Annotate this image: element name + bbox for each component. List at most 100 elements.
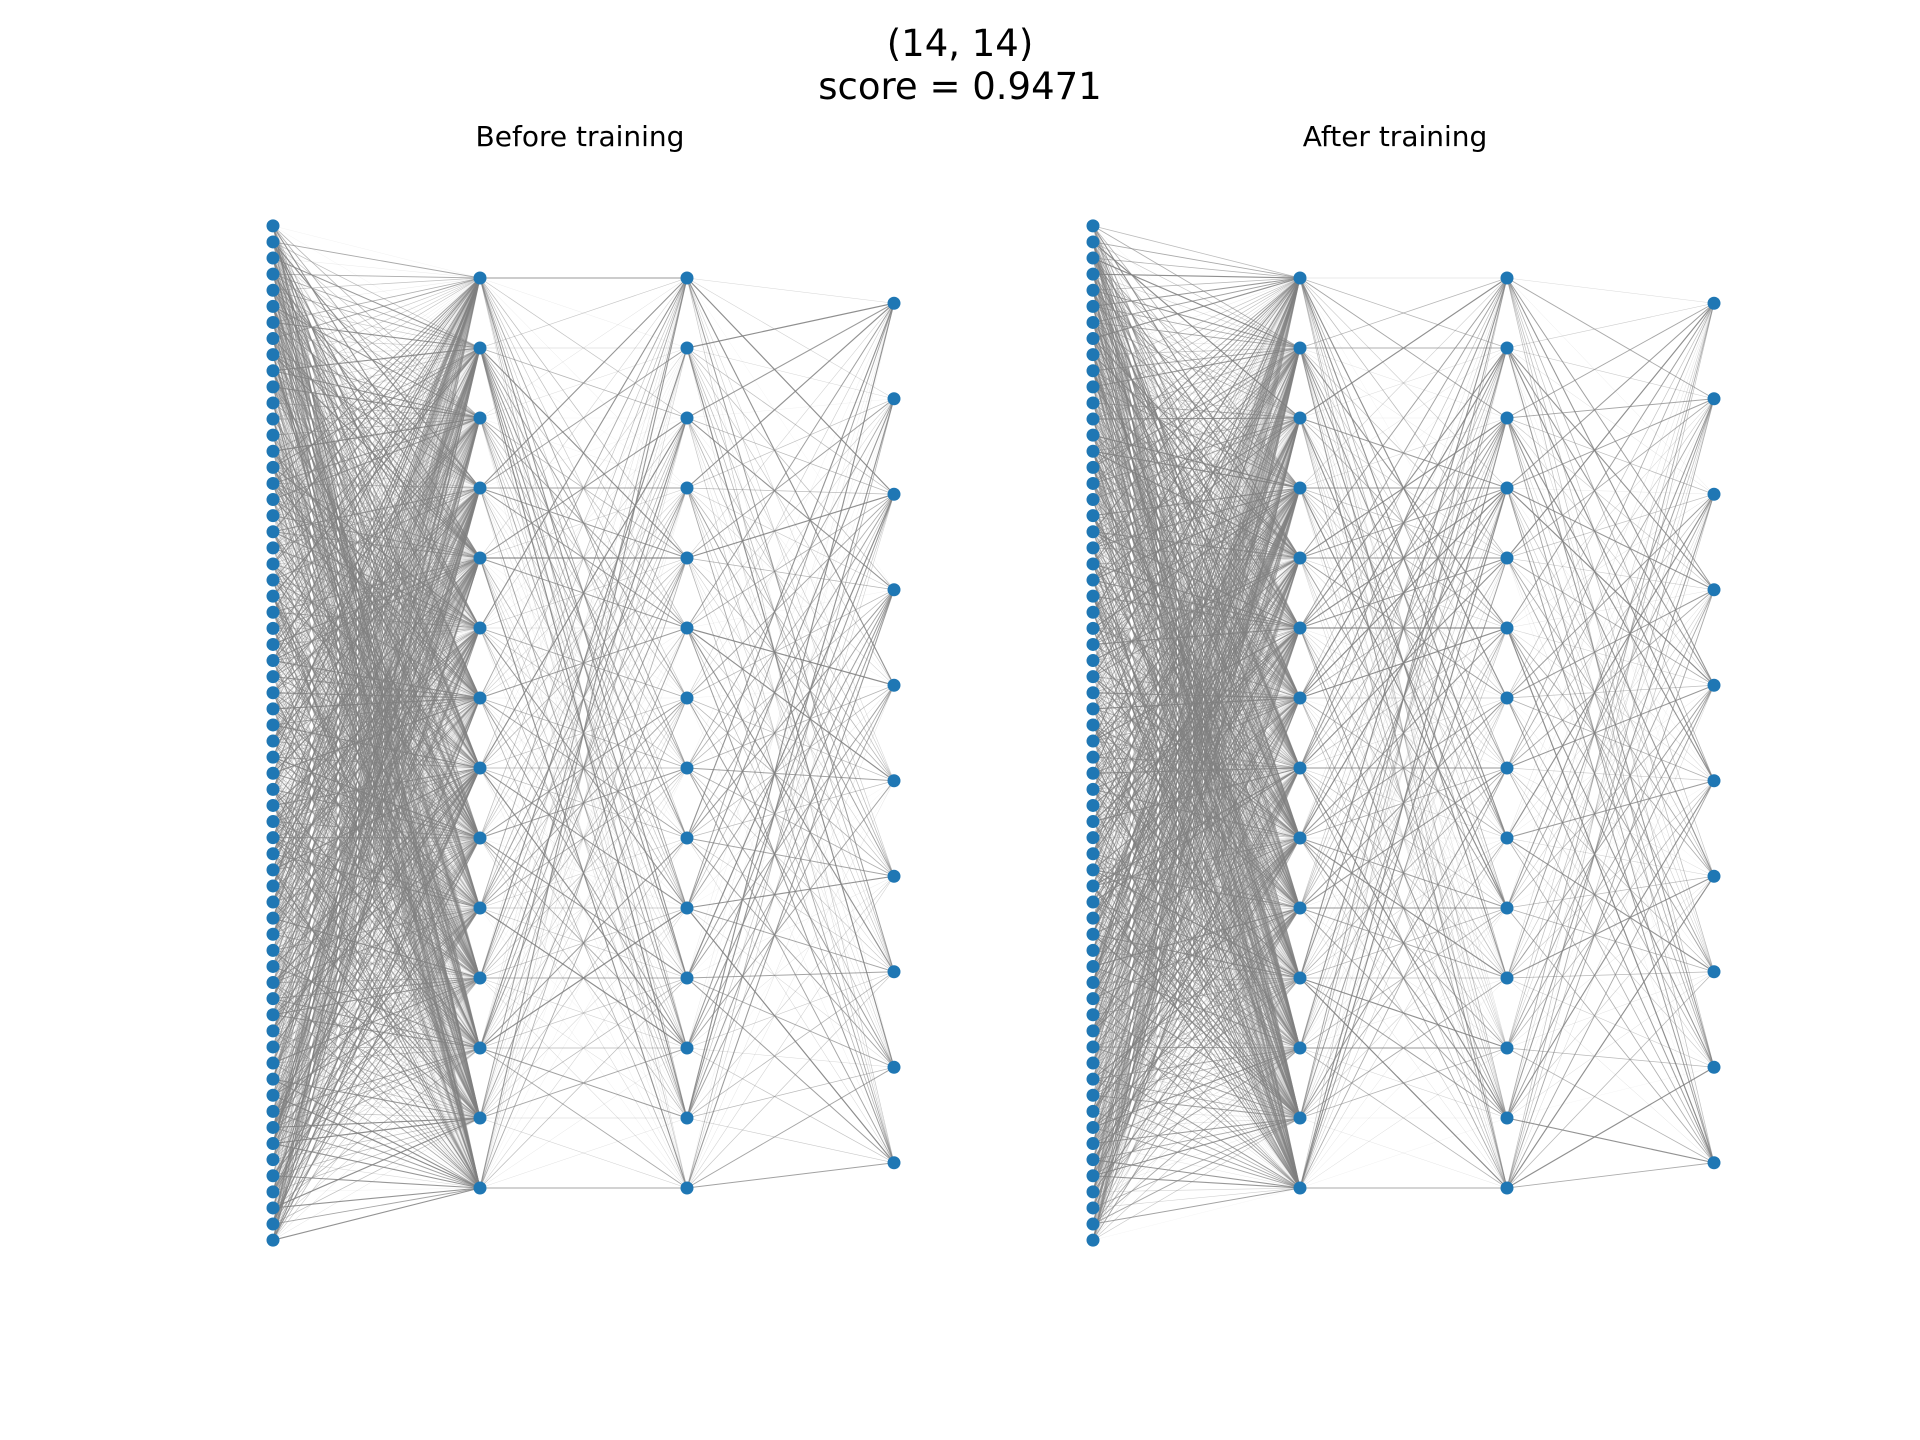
connection-edge bbox=[1506, 302, 1715, 489]
input-node bbox=[266, 1072, 280, 1086]
connection-edge bbox=[1092, 277, 1301, 1064]
connection-edge bbox=[272, 417, 481, 758]
input-node bbox=[266, 315, 280, 329]
connection-edge bbox=[1092, 627, 1301, 1160]
input-node bbox=[266, 1008, 280, 1022]
connection-edge bbox=[1506, 1117, 1715, 1164]
connection-edge bbox=[686, 977, 895, 1164]
connection-edge bbox=[272, 277, 481, 533]
connection-edge bbox=[1506, 303, 1715, 1119]
connection-edge bbox=[686, 487, 895, 591]
input-node bbox=[1086, 525, 1100, 539]
connection-edge bbox=[1506, 589, 1715, 839]
connection-edge bbox=[1299, 277, 1508, 349]
connection-edge bbox=[1506, 277, 1715, 495]
connection-edge bbox=[272, 557, 481, 999]
connection-edge bbox=[686, 487, 895, 972]
connection-edge bbox=[1092, 627, 1301, 887]
connection-edge bbox=[1506, 398, 1715, 629]
connection-edge bbox=[1092, 487, 1301, 999]
input-node bbox=[1086, 1217, 1100, 1231]
connection-edge bbox=[686, 557, 895, 877]
connection-edge bbox=[1092, 837, 1301, 1064]
connection-edge bbox=[272, 322, 481, 629]
connection-edge bbox=[479, 557, 688, 1049]
connection-edge bbox=[479, 977, 688, 1119]
connection-edge bbox=[1092, 417, 1301, 1209]
figure-title-line2: score = 0.9471 bbox=[818, 65, 1102, 108]
connection-edge bbox=[272, 1078, 481, 1189]
connection-edge bbox=[272, 277, 481, 307]
connection-edge bbox=[1299, 837, 1508, 1189]
connection-edge bbox=[1092, 347, 1301, 677]
connection-edge bbox=[1506, 697, 1715, 1068]
connection-edge bbox=[1092, 627, 1301, 1209]
connection-edge bbox=[272, 277, 481, 420]
input-node bbox=[266, 1233, 280, 1247]
connection-edge bbox=[272, 347, 481, 726]
connection-edge bbox=[686, 494, 895, 979]
connection-edge bbox=[1092, 907, 1301, 1176]
connection-edge bbox=[686, 277, 895, 781]
connection-edge bbox=[686, 493, 895, 699]
connection-edge bbox=[1506, 398, 1715, 419]
connection-edge bbox=[272, 767, 481, 903]
connection-edge bbox=[272, 1117, 481, 1193]
connection-edge bbox=[272, 277, 481, 1144]
connection-edge bbox=[686, 767, 895, 1068]
connection-edge bbox=[1092, 347, 1301, 999]
connection-edge bbox=[272, 277, 481, 887]
connection-edge bbox=[272, 417, 481, 999]
connection-edge bbox=[1092, 277, 1301, 500]
connection-edge bbox=[1092, 417, 1301, 1241]
connection-edge bbox=[1506, 417, 1715, 686]
input-node bbox=[266, 283, 280, 297]
connection-edge bbox=[1506, 627, 1715, 877]
connection-edge bbox=[272, 277, 481, 436]
connection-edge bbox=[479, 1117, 688, 1189]
connection-edge bbox=[272, 347, 481, 951]
connection-edge bbox=[1092, 347, 1301, 356]
connection-edge bbox=[1092, 277, 1301, 742]
connection-edge bbox=[1506, 684, 1715, 769]
connection-edge bbox=[686, 494, 895, 909]
connection-edge bbox=[1299, 277, 1508, 419]
connection-edge bbox=[1092, 487, 1301, 1176]
connection-edge bbox=[272, 417, 481, 967]
connection-edge bbox=[272, 644, 481, 1189]
output-node bbox=[887, 774, 901, 788]
hidden2-node bbox=[1500, 411, 1514, 425]
node-group bbox=[266, 219, 901, 1247]
connection-edge bbox=[479, 557, 688, 1119]
connection-edge bbox=[272, 241, 481, 489]
connection-edge bbox=[272, 487, 481, 1160]
connection-edge bbox=[1506, 837, 1715, 1068]
connection-edge bbox=[1506, 398, 1715, 1189]
connection-edge bbox=[1092, 417, 1301, 501]
connection-edge bbox=[686, 876, 895, 979]
connection-edge bbox=[272, 767, 481, 935]
connection-edge bbox=[1092, 767, 1301, 1193]
connection-edge bbox=[272, 273, 481, 279]
connection-edge bbox=[1092, 321, 1301, 349]
input-node bbox=[266, 444, 280, 458]
connection-edge bbox=[1092, 1062, 1301, 1189]
connection-edge bbox=[1092, 277, 1301, 1144]
connection-edge bbox=[479, 977, 688, 1189]
edge-group bbox=[1092, 225, 1715, 1241]
connection-edge bbox=[1092, 595, 1301, 1119]
connection-edge bbox=[1299, 417, 1508, 1189]
connection-edge bbox=[1092, 697, 1301, 1112]
connection-edge bbox=[1506, 303, 1715, 699]
hidden2-node bbox=[1500, 1041, 1514, 1055]
connection-edge bbox=[272, 1047, 481, 1241]
connection-edge bbox=[1092, 1030, 1301, 1049]
connection-edge bbox=[1506, 347, 1715, 591]
hidden2-node bbox=[1500, 271, 1514, 285]
connection-edge bbox=[272, 273, 481, 419]
connection-edge bbox=[272, 277, 481, 452]
connection-edge bbox=[1092, 627, 1301, 1176]
connection-edge bbox=[686, 971, 895, 979]
connection-edge bbox=[479, 277, 688, 419]
connection-edge bbox=[1092, 487, 1301, 967]
